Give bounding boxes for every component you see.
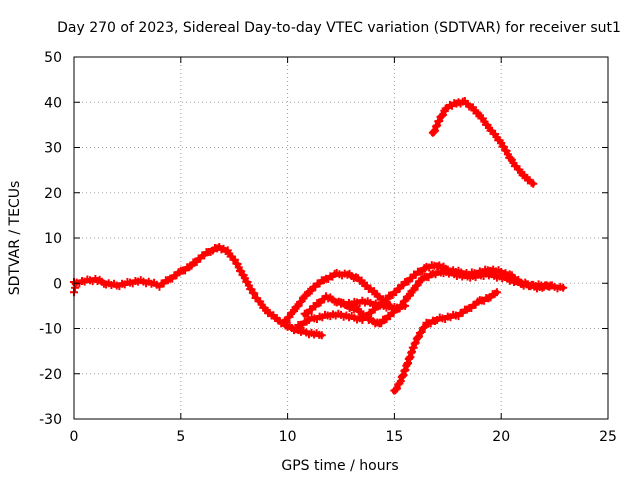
y-axis-label: SDTVAR / TECUs xyxy=(7,181,23,296)
y-tick-label: 10 xyxy=(44,231,62,247)
x-tick-label: 15 xyxy=(385,429,403,445)
data-point xyxy=(429,127,438,136)
data-point xyxy=(419,323,428,332)
chart-title: Day 270 of 2023, Sidereal Day-to-day VTE… xyxy=(57,20,621,36)
data-point xyxy=(430,126,439,135)
data-point xyxy=(230,255,239,264)
series-outlier-points xyxy=(70,283,80,297)
data-point xyxy=(492,288,501,297)
data-point xyxy=(417,327,426,336)
data-point xyxy=(410,285,419,294)
x-tick-label: 0 xyxy=(70,429,79,445)
series-line xyxy=(391,289,500,395)
data-point xyxy=(546,281,555,290)
data-point xyxy=(559,283,568,292)
x-tick-label: 20 xyxy=(492,429,510,445)
axis-ticks: 0 5 10 15 20 25 -30 -20 -10 0 10 20 30 40 50 xyxy=(39,50,617,445)
data-point xyxy=(410,339,419,348)
data-point xyxy=(405,291,414,300)
data-point xyxy=(432,122,441,131)
y-tick-label: 30 xyxy=(44,141,62,157)
data-point xyxy=(435,116,444,125)
data-point xyxy=(506,154,515,163)
series-track-small-branch xyxy=(337,296,410,313)
data-point xyxy=(411,338,420,347)
data-point xyxy=(420,322,429,331)
y-tick-label: 50 xyxy=(44,50,62,66)
y-tick-label: -30 xyxy=(39,412,62,428)
x-tick-label: 5 xyxy=(176,429,185,445)
grid xyxy=(74,57,608,419)
data-point xyxy=(71,283,80,292)
data-point xyxy=(413,333,422,342)
x-tick-label: 25 xyxy=(599,429,617,445)
data-point xyxy=(409,343,418,352)
data-point xyxy=(250,289,259,298)
data-point xyxy=(439,110,448,119)
data-series xyxy=(70,97,568,395)
data-point xyxy=(413,281,422,290)
data-point xyxy=(285,312,294,321)
data-point xyxy=(297,297,306,306)
data-point xyxy=(282,317,291,326)
data-point xyxy=(288,308,297,317)
series-track-high-arc xyxy=(428,97,538,188)
data-point xyxy=(294,301,303,310)
data-point xyxy=(416,276,425,285)
data-point xyxy=(416,329,425,338)
y-tick-label: 20 xyxy=(44,186,62,202)
x-axis-label: GPS time / hours xyxy=(281,458,398,474)
y-tick-label: 0 xyxy=(53,276,62,292)
data-point xyxy=(401,301,410,310)
data-point xyxy=(529,179,538,188)
y-tick-label: -20 xyxy=(39,367,62,383)
data-point xyxy=(433,121,442,130)
series-track-upper-loop xyxy=(279,269,395,327)
x-tick-label: 10 xyxy=(279,429,297,445)
y-tick-label: -10 xyxy=(39,322,62,338)
data-point xyxy=(437,111,446,120)
y-tick-label: 40 xyxy=(44,95,62,111)
data-point xyxy=(391,385,400,394)
series-track-rising xyxy=(390,288,501,395)
data-point xyxy=(290,307,299,315)
data-point xyxy=(317,331,326,340)
data-point xyxy=(392,384,401,393)
